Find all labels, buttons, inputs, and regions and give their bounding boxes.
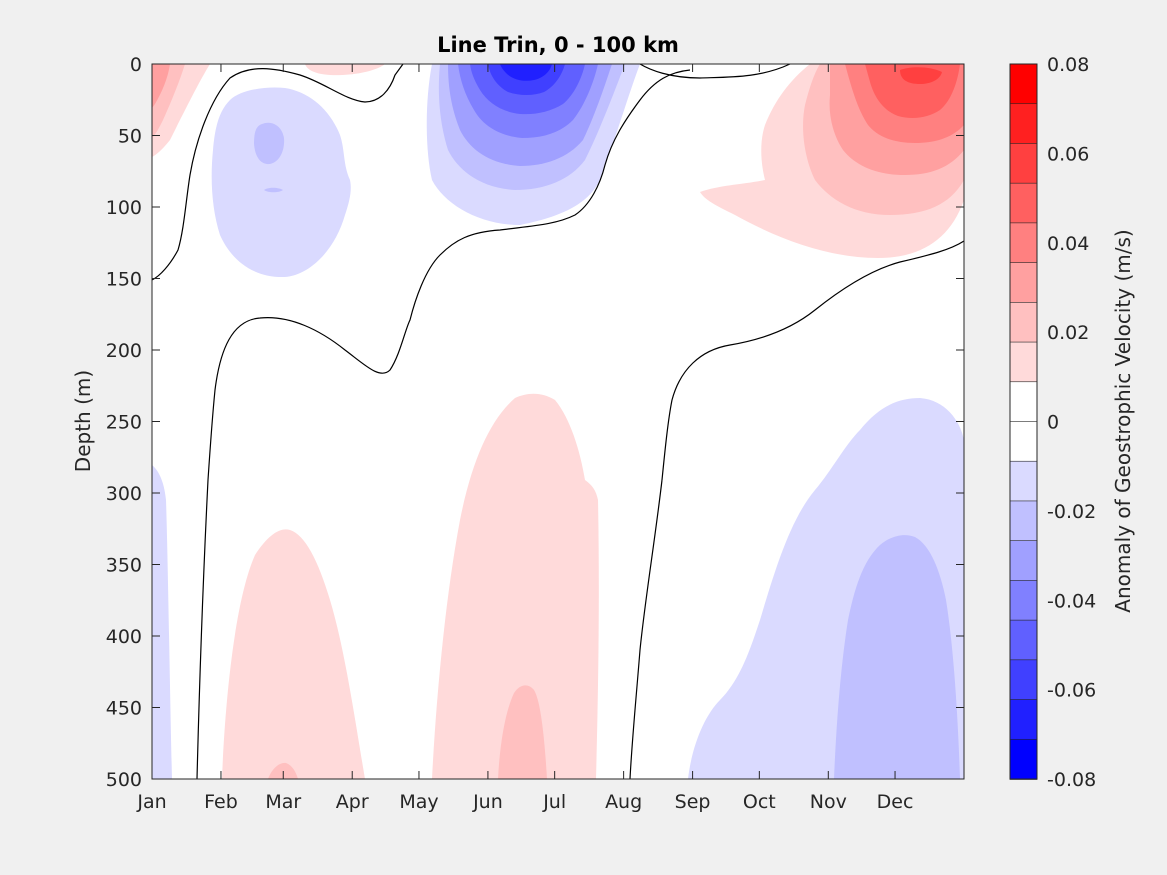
contour-fill-feb-negative xyxy=(211,87,351,278)
y-tick-label: 300 xyxy=(106,483,142,505)
zero-contour-middle xyxy=(639,63,791,79)
colorbar-swatch xyxy=(1009,302,1038,343)
x-tick-label: Jun xyxy=(472,791,503,813)
zero-contour-left-deep xyxy=(196,479,209,780)
y-tick-label: 100 xyxy=(106,197,142,219)
y-tick-label: 400 xyxy=(106,626,142,648)
contour-fill-mar-deep-positive xyxy=(268,762,298,779)
colorbar-swatch xyxy=(1009,460,1038,502)
contour-fill-nov-deep-negative xyxy=(834,535,960,779)
colorbar-tick-label: -0.04 xyxy=(1047,590,1096,612)
x-tick-label: Dec xyxy=(877,791,914,813)
colorbar-swatch xyxy=(1009,738,1038,780)
zero-contour-upper xyxy=(151,63,404,281)
zero-contour-lower-right xyxy=(661,240,965,481)
colorbar-swatch xyxy=(1009,103,1038,145)
zero-contour-aug-deep xyxy=(629,479,663,780)
x-tick-label: Sep xyxy=(675,791,711,813)
colorbar-swatch xyxy=(1009,381,1038,423)
colorbar-swatch xyxy=(1009,143,1038,184)
contour-fill-jun-deep-positive xyxy=(498,685,547,779)
colorbar-swatch xyxy=(1009,540,1038,582)
colorbar-swatch xyxy=(1009,63,1038,105)
colorbar-swatch xyxy=(1009,580,1038,621)
y-axis-label: Depth (m) xyxy=(71,370,95,472)
y-tick-label: 200 xyxy=(106,340,142,362)
colorbar-tick-label: -0.02 xyxy=(1047,501,1096,523)
colorbar-swatch xyxy=(1009,222,1038,264)
colorbar-swatch xyxy=(1009,262,1038,304)
contour-fill-feb-negative xyxy=(264,187,283,193)
colorbar-swatch xyxy=(1009,500,1038,542)
x-tick-label: Apr xyxy=(336,791,369,813)
x-axis: Jan Feb Mar Apr May Jun Jul Aug Sep Oct Nov Dec xyxy=(136,64,913,813)
colorbar-tick-label: 0.04 xyxy=(1047,233,1089,255)
y-axis: 0 50 100 150 200 250 300 350 400 450 500 xyxy=(106,54,964,791)
colorbar: 0.08 0.06 0.04 0.02 0 -0.02 -0.04 -0.06 -0.08 An… xyxy=(1009,54,1135,791)
y-tick-label: 350 xyxy=(106,555,142,577)
contour-fill-jan-surface-positive xyxy=(152,64,170,108)
colorbar-swatches xyxy=(1009,63,1038,780)
y-tick-label: 450 xyxy=(106,698,142,720)
contour-fill-feb-negative xyxy=(254,122,285,165)
colorbar-swatch xyxy=(1009,182,1038,224)
x-tick-label: Oct xyxy=(743,791,776,813)
y-tick-label: 500 xyxy=(106,769,142,791)
contour-fill-mar-deep-positive xyxy=(222,529,365,779)
y-tick-label: 50 xyxy=(118,126,142,148)
y-tick-label: 0 xyxy=(130,54,142,76)
y-tick-label: 150 xyxy=(106,269,142,291)
colorbar-tick-label: 0.02 xyxy=(1047,322,1089,344)
contour-fill-jan-deep-negative xyxy=(152,465,172,779)
zero-contour-main xyxy=(207,69,691,481)
colorbar-swatch xyxy=(1009,659,1038,701)
contour-fill-apr-surface-positive xyxy=(305,64,385,76)
chart-title: Line Trin, 0 - 100 km xyxy=(437,33,679,57)
colorbar-tick-label: -0.06 xyxy=(1047,680,1096,702)
x-tick-label: Aug xyxy=(605,791,642,813)
plot-area xyxy=(151,63,965,780)
colorbar-label: Anomaly of Geostrophic Velocity (m/s) xyxy=(1111,229,1135,612)
colorbar-swatch xyxy=(1009,341,1038,383)
contour-fill-jun-negative xyxy=(500,64,552,81)
zero-contours xyxy=(151,63,965,780)
x-tick-label: May xyxy=(399,791,438,813)
y-tick-label: 250 xyxy=(106,412,142,434)
colorbar-tick-label: -0.08 xyxy=(1047,769,1096,791)
x-tick-label: Nov xyxy=(810,791,847,813)
contour-fills xyxy=(152,64,964,779)
colorbar-ticks: 0.08 0.06 0.04 0.02 0 -0.02 -0.04 -0.06 -0.08 xyxy=(1047,54,1096,791)
contour-fill-dec-positive xyxy=(900,67,942,84)
x-tick-label: Mar xyxy=(265,791,301,813)
x-tick-label: Jul xyxy=(542,791,566,813)
colorbar-tick-label: 0.08 xyxy=(1047,54,1089,76)
colorbar-swatch xyxy=(1009,421,1038,463)
contour-fill-jun-deep-positive xyxy=(432,393,599,779)
colorbar-tick-label: 0 xyxy=(1047,412,1059,434)
colorbar-tick-label: 0.06 xyxy=(1047,143,1089,165)
x-tick-label: Jan xyxy=(136,791,166,813)
colorbar-border xyxy=(1009,63,1038,780)
colorbar-swatch xyxy=(1009,619,1038,661)
x-tick-label: Feb xyxy=(204,791,238,813)
colorbar-swatch xyxy=(1009,699,1038,741)
